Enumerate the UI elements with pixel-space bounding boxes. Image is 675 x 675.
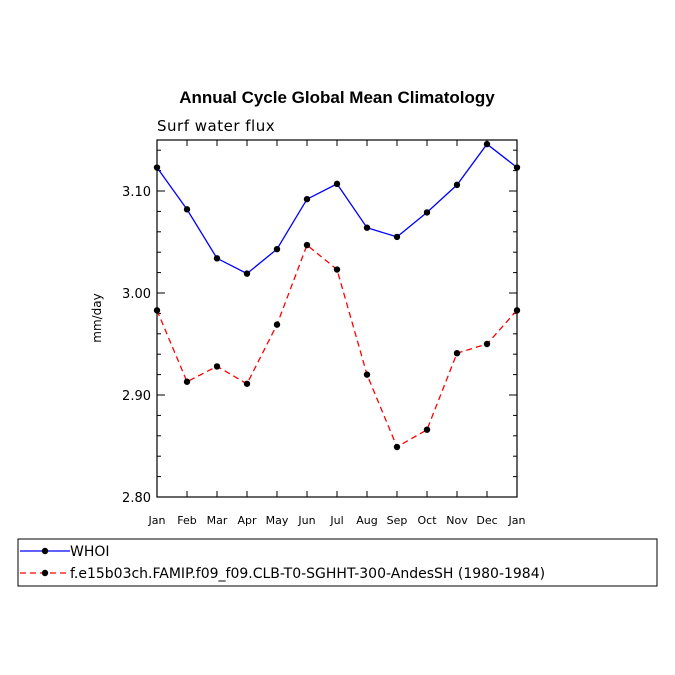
- series-2-point: [333, 266, 341, 273]
- series-2-point: [453, 349, 461, 357]
- x-tick-label: Nov: [446, 514, 468, 527]
- series-2-point: [423, 426, 431, 433]
- series-1-point: [513, 164, 521, 171]
- series-line-2: [156, 244, 518, 448]
- x-tick-label: Dec: [476, 514, 497, 527]
- chart-subtitle: Surf water flux: [157, 117, 275, 135]
- y-tick-label: 3.10: [122, 185, 151, 200]
- series-2-point: [153, 307, 161, 314]
- series-1-point: [363, 224, 371, 231]
- x-tick-label: Apr: [237, 514, 257, 527]
- series-2-point: [273, 321, 281, 328]
- series-2-point: [393, 443, 401, 451]
- series-1-point: [153, 164, 161, 171]
- series-2-point: [303, 241, 311, 249]
- y-tick-label: 2.90: [122, 389, 151, 404]
- y-tick-label: 3.00: [122, 287, 151, 302]
- series-1-point: [423, 209, 431, 216]
- series-1-point: [333, 180, 341, 188]
- x-tick-label: Jul: [329, 514, 343, 527]
- plot-area: 2.80 2.90 3.00 3.10 Jan Feb Mar Apr May Jun Jul Aug…: [122, 139, 526, 527]
- y-axis-label: mm/day: [90, 293, 104, 343]
- series-1-point: [393, 233, 401, 241]
- x-tick-label: Oct: [417, 514, 437, 527]
- x-tick-label: Mar: [207, 514, 228, 527]
- x-tick-label: May: [266, 514, 289, 527]
- legend-label-1: WHOI: [70, 544, 110, 560]
- y-tick-label: 2.80: [122, 491, 151, 506]
- legend-label-2: f.e15b03ch.FAMIP.f09_f09.CLB-T0-SGHHT-30…: [70, 566, 545, 582]
- legend-marker-1: [41, 547, 49, 555]
- legend: WHOI f.e15b03ch.FAMIP.f09_f09.CLB-T0-SGHH…: [17, 538, 658, 587]
- x-tick-label: Jan: [508, 514, 526, 527]
- x-tick-label: Sep: [387, 514, 408, 527]
- series-2-point: [183, 378, 191, 385]
- series-2-point: [513, 307, 521, 314]
- series-1-point: [243, 270, 251, 277]
- series-line-1: [156, 143, 518, 275]
- series-1-point: [303, 195, 311, 203]
- series-2-point: [363, 371, 371, 378]
- x-tick-label: Feb: [177, 514, 196, 527]
- x-tick-label: Jan: [148, 514, 166, 527]
- series-2-point: [213, 363, 221, 370]
- series-1-point: [483, 140, 491, 148]
- series-1-point: [213, 255, 221, 262]
- plot-frame: [156, 139, 518, 498]
- series-2-point: [243, 380, 251, 387]
- legend-marker-2: [41, 569, 49, 577]
- x-tick-label: Aug: [356, 514, 377, 527]
- legend-box: [17, 538, 658, 587]
- series-1-point: [453, 181, 461, 189]
- series-1-point: [183, 206, 191, 213]
- series-2-point: [483, 340, 491, 348]
- series-1-point: [273, 245, 281, 253]
- chart-title: Annual Cycle Global Mean Climatology: [179, 88, 495, 107]
- x-tick-label: Jun: [297, 514, 315, 527]
